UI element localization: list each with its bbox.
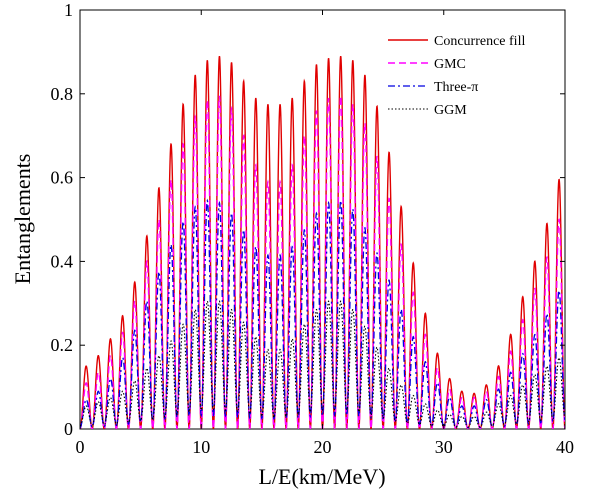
legend-label-3: GGM	[434, 103, 467, 118]
series-layer	[80, 55, 565, 429]
x-tick-label: 40	[556, 437, 574, 457]
legend-label-2: Three-π	[434, 80, 478, 95]
y-tick-label: 1	[64, 0, 73, 20]
series-line-3	[80, 300, 565, 428]
legend-label-1: GMC	[434, 57, 466, 72]
x-tick-label: 20	[314, 437, 332, 457]
y-tick-label: 0.8	[51, 84, 74, 104]
y-tick-label: 0	[64, 419, 73, 439]
x-axis-title: L/E(km/MeV)	[258, 464, 385, 489]
legend-label-0: Concurrence fill	[434, 34, 525, 49]
x-tick-label: 10	[192, 437, 210, 457]
tick-layer: 0 10 20 30 40 0 0.2 0.4 0.6 0.8 1	[51, 0, 575, 457]
y-axis-title: Entanglements	[10, 154, 35, 285]
series-line-2	[80, 198, 565, 429]
plot-area	[79, 9, 566, 430]
series-line-1	[80, 95, 565, 429]
y-tick-label: 0.2	[51, 335, 74, 355]
legend: Concurrence fill GMC Three-π GGM	[388, 34, 525, 118]
y-tick-label: 0.4	[51, 251, 74, 271]
y-tick-label: 0.6	[51, 168, 74, 188]
x-tick-label: 30	[435, 437, 453, 457]
x-tick-label: 0	[76, 437, 85, 457]
